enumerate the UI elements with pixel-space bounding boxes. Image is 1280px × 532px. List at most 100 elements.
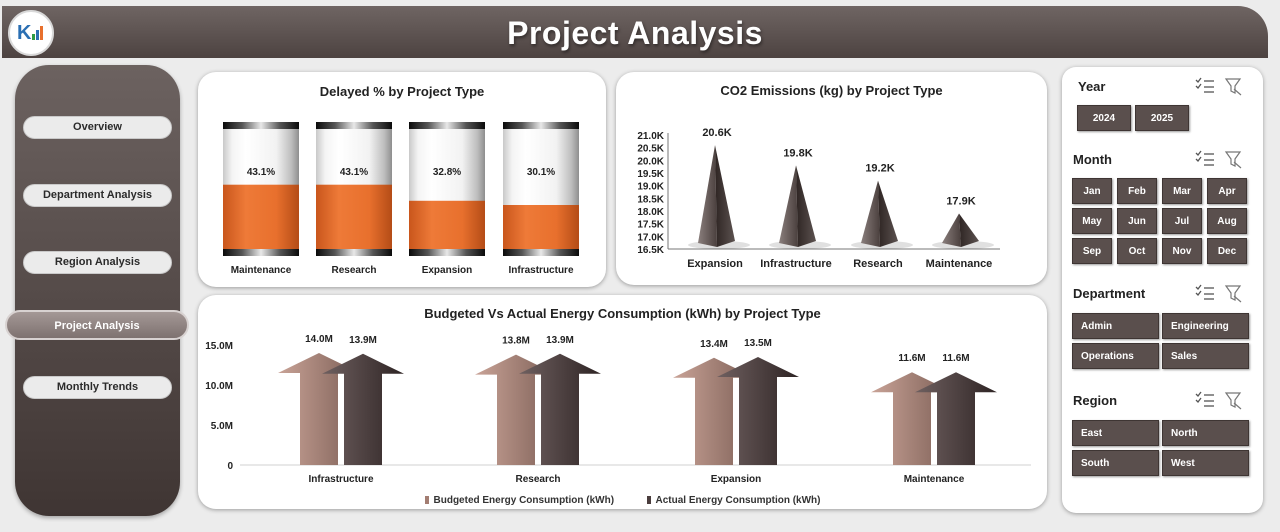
energy-actual-arrow: [717, 357, 799, 465]
department-option-sales[interactable]: Sales: [1162, 343, 1249, 369]
delayed-data-label: 30.1%: [527, 167, 555, 178]
delayed-chart: 43.1% Maintenance 43.1% Research 32.8% Expans…: [223, 122, 579, 276]
month-option-oct[interactable]: Oct: [1117, 238, 1157, 264]
energy-chart-title: Budgeted Vs Actual Energy Consumption (k…: [424, 306, 821, 321]
nav-project-analysis[interactable]: Project Analysis: [5, 310, 189, 340]
co2-bar-face-right: [959, 213, 979, 247]
slicer-panel: Year 2024 2025 Month Jan Feb Mar Apr Ma: [1062, 67, 1263, 513]
co2-y-tick: 19.0K: [637, 182, 664, 193]
department-slicer-icons: [1195, 284, 1242, 303]
month-option-feb[interactable]: Feb: [1117, 178, 1157, 204]
multi-select-icon[interactable]: [1195, 391, 1214, 407]
energy-category-label: Maintenance: [904, 474, 965, 485]
delayed-bar-top-cap: [503, 122, 579, 129]
region-slicer-title: Region: [1073, 393, 1118, 408]
energy-y-tick: 0: [227, 461, 233, 472]
co2-bar-research: 19.2K Research: [851, 163, 913, 270]
delayed-category-label: Infrastructure: [508, 265, 573, 276]
energy-budgeted-data-label: 14.0M: [305, 334, 333, 345]
delayed-bar-top-cap: [409, 122, 485, 129]
month-slicer-title: Month: [1073, 152, 1112, 167]
energy-actual-arrow: [322, 353, 404, 465]
logo-icon: K: [17, 22, 43, 44]
co2-y-tick: 20.0K: [637, 156, 664, 167]
region-option-west[interactable]: West: [1162, 450, 1249, 476]
delayed-bar-bottom-cap: [503, 249, 579, 256]
delayed-bar-top-cap: [223, 122, 299, 129]
year-option-2024[interactable]: 2024: [1077, 105, 1131, 131]
month-option-jul[interactable]: Jul: [1162, 208, 1202, 234]
multi-select-icon[interactable]: [1195, 150, 1214, 166]
energy-y-tick: 10.0M: [205, 381, 233, 392]
year-option-2025[interactable]: 2025: [1135, 105, 1189, 131]
delayed-chart-card: Delayed % by Project Type: [198, 72, 606, 287]
nav-overview[interactable]: Overview: [23, 116, 172, 139]
page-title: Project Analysis: [507, 15, 763, 51]
co2-bar-infrastructure: 19.8K Infrastructure: [760, 147, 832, 270]
co2-y-tick: 21.0K: [637, 131, 664, 142]
delayed-bar-bottom-cap: [316, 249, 392, 256]
delayed-bar-infrastructure: 30.1% Infrastructure: [503, 122, 579, 276]
delayed-data-label: 32.8%: [433, 167, 461, 178]
clear-filter-icon[interactable]: [1224, 285, 1242, 303]
co2-y-tick: 19.5K: [637, 169, 664, 180]
co2-y-tick: 17.5K: [637, 220, 664, 231]
delayed-bar-bottom-cap: [223, 249, 299, 256]
delayed-bar-fill: [503, 204, 579, 252]
clear-filter-icon[interactable]: [1224, 392, 1242, 410]
delayed-bar-top-cap: [316, 122, 392, 129]
nav-department-analysis[interactable]: Department Analysis: [23, 184, 172, 207]
region-option-south[interactable]: South: [1072, 450, 1159, 476]
co2-y-tick: 18.5K: [637, 194, 664, 205]
department-option-engineering[interactable]: Engineering: [1162, 313, 1249, 339]
month-option-mar[interactable]: Mar: [1162, 178, 1202, 204]
legend-actual-label: Actual Energy Consumption (kWh): [655, 494, 821, 506]
energy-actual-arrow: [915, 372, 997, 465]
nav-monthly-trends[interactable]: Monthly Trends: [23, 376, 172, 399]
month-option-apr[interactable]: Apr: [1207, 178, 1247, 204]
month-option-aug[interactable]: Aug: [1207, 208, 1247, 234]
co2-chart-title: CO2 Emissions (kg) by Project Type: [720, 83, 943, 98]
co2-category-label: Research: [853, 258, 903, 270]
energy-budgeted-arrow: [475, 354, 557, 465]
department-option-operations[interactable]: Operations: [1072, 343, 1159, 369]
region-option-east[interactable]: East: [1072, 420, 1159, 446]
region-option-north[interactable]: North: [1162, 420, 1249, 446]
energy-budgeted-arrow: [673, 357, 755, 465]
delayed-bar-research: 43.1% Research: [316, 122, 392, 276]
month-option-jan[interactable]: Jan: [1072, 178, 1112, 204]
multi-select-icon[interactable]: [1195, 284, 1214, 300]
delayed-bar-fill: [223, 184, 299, 252]
co2-bar-face-left: [779, 165, 798, 247]
co2-data-label: 19.2K: [865, 163, 894, 175]
month-option-nov[interactable]: Nov: [1162, 238, 1202, 264]
delayed-data-label: 43.1%: [247, 167, 275, 178]
energy-y-tick: 5.0M: [211, 421, 233, 432]
delayed-bar-fill: [409, 200, 485, 252]
delayed-category-label: Expansion: [422, 265, 473, 276]
energy-budgeted-data-label: 13.8M: [502, 336, 530, 347]
header-bar: Project Analysis: [2, 6, 1268, 58]
month-option-dec[interactable]: Dec: [1207, 238, 1247, 264]
co2-bar-expansion: 20.6K Expansion: [687, 127, 750, 270]
energy-legend: Budgeted Energy Consumption (kWh) Actual…: [198, 491, 1047, 509]
clear-filter-icon[interactable]: [1224, 78, 1242, 96]
department-option-admin[interactable]: Admin: [1072, 313, 1159, 339]
clear-filter-icon[interactable]: [1224, 151, 1242, 169]
co2-bar-face-right: [715, 145, 735, 247]
nav-region-analysis[interactable]: Region Analysis: [23, 251, 172, 274]
month-option-sep[interactable]: Sep: [1072, 238, 1112, 264]
co2-y-tick: 20.5K: [637, 144, 664, 155]
region-slicer-icons: [1195, 391, 1242, 410]
multi-select-icon[interactable]: [1195, 77, 1214, 93]
delayed-chart-title: Delayed % by Project Type: [319, 84, 485, 99]
month-option-may[interactable]: May: [1072, 208, 1112, 234]
month-slicer-icons: [1195, 150, 1242, 169]
energy-actual-data-label: 11.6M: [942, 353, 969, 364]
co2-bar-face-left: [698, 145, 717, 247]
legend-actual-swatch: [646, 496, 651, 504]
co2-bar-face-left: [861, 180, 880, 247]
month-option-jun[interactable]: Jun: [1117, 208, 1157, 234]
co2-y-tick: 18.0K: [637, 207, 664, 218]
